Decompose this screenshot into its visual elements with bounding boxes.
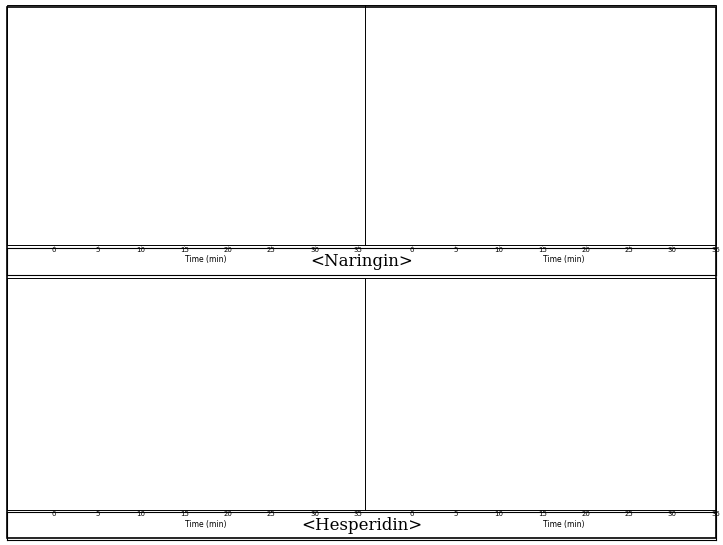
Text: Hesperidinase: Hesperidinase [422, 401, 500, 411]
Text: OMe: OMe [670, 344, 681, 349]
Text: OH: OH [243, 104, 251, 109]
Text: Naringin: Naringin [558, 120, 600, 133]
Y-axis label: mAU: mAU [29, 440, 38, 458]
Text: OH: OH [263, 289, 272, 294]
Circle shape [85, 423, 254, 487]
Text: HO: HO [555, 56, 563, 60]
Text: HO: HO [197, 327, 205, 332]
Text: OMe: OMe [312, 344, 323, 349]
Text: Hesperidin: Hesperidin [208, 396, 256, 410]
Text: Prunin: Prunin [642, 163, 674, 178]
Text: OH: OH [294, 56, 301, 60]
Text: Hesperidin: Hesperidin [566, 396, 614, 410]
Text: HO: HO [55, 92, 64, 96]
Text: Naringinase: Naringinase [64, 401, 129, 411]
Text: OH: OH [294, 327, 301, 332]
Text: OH: OH [621, 289, 630, 294]
Text: HO: HO [103, 17, 112, 22]
Circle shape [382, 400, 612, 487]
Text: HO: HO [55, 361, 64, 366]
Text: OH: OH [621, 17, 630, 22]
Text: <Naringin>: <Naringin> [310, 253, 413, 270]
Text: Hesperetin-7-glucoside: Hesperetin-7-glucoside [565, 456, 667, 480]
Circle shape [24, 400, 254, 487]
Text: Hesperetin-7-glucoside: Hesperetin-7-glucoside [208, 456, 309, 480]
Text: Rural Development Administration: Rural Development Administration [513, 459, 646, 468]
Text: OMe: OMe [294, 311, 304, 316]
X-axis label: Time (min): Time (min) [185, 256, 227, 264]
Text: OMe: OMe [651, 311, 662, 316]
Text: Hesperidinase: Hesperidinase [422, 133, 500, 143]
Circle shape [442, 423, 612, 487]
X-axis label: Time (min): Time (min) [185, 520, 227, 529]
Text: HO: HO [413, 361, 422, 366]
Text: HO: HO [413, 92, 422, 96]
X-axis label: Time (min): Time (min) [543, 520, 585, 529]
Text: HO: HO [197, 56, 205, 60]
Text: OH: OH [651, 327, 659, 332]
Text: HO: HO [555, 327, 563, 332]
Y-axis label: mAU: mAU [382, 174, 392, 192]
Y-axis label: mAU: mAU [25, 174, 34, 192]
Text: OH: OH [651, 56, 659, 60]
Text: Rural Development Administration: Rural Development Administration [155, 459, 288, 468]
Text: <Hesperidin>: <Hesperidin> [301, 517, 422, 535]
Text: OH: OH [601, 104, 609, 109]
Text: OH: OH [263, 17, 272, 22]
X-axis label: Time (min): Time (min) [543, 256, 585, 264]
Text: Naringinase: Naringinase [64, 133, 129, 143]
Y-axis label: mAU: mAU [387, 440, 396, 458]
Text: Prunin: Prunin [284, 155, 316, 170]
Text: Naringin: Naringin [200, 120, 242, 133]
